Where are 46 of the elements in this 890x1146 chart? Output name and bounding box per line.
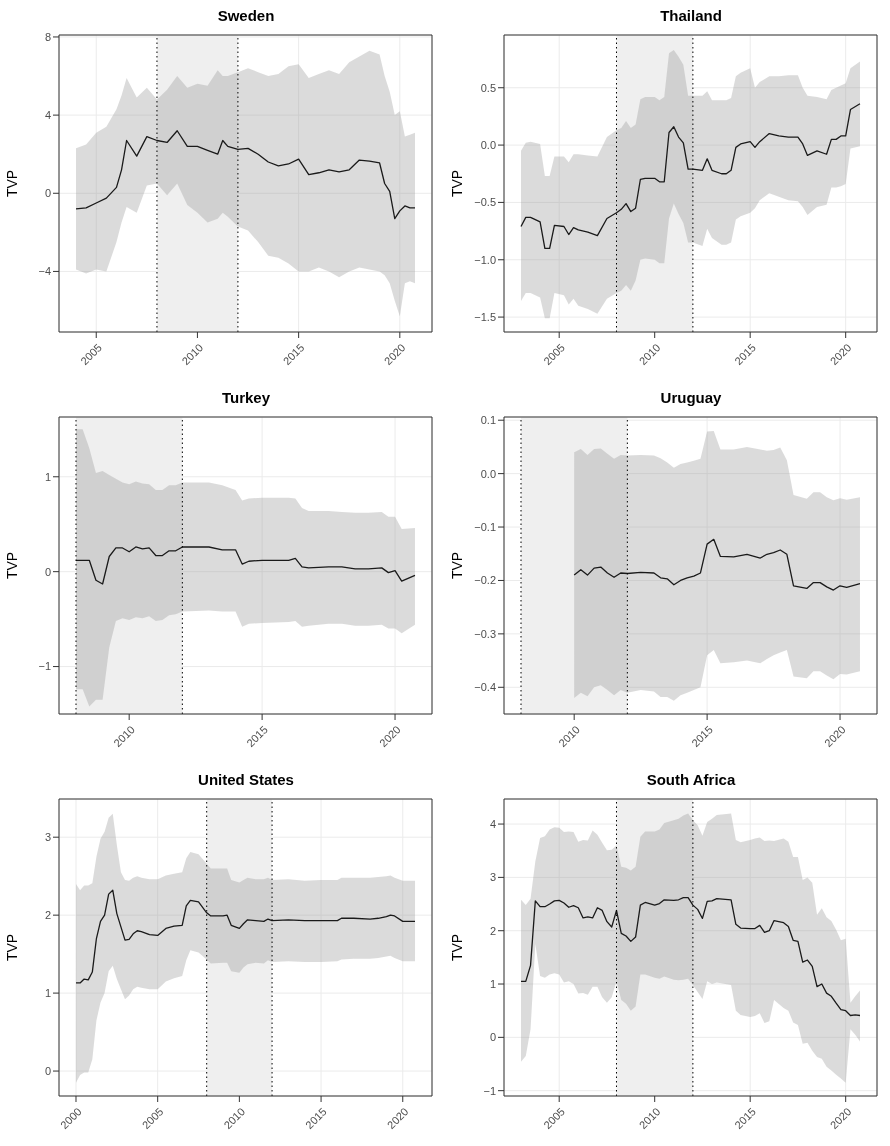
- chart-title: Uruguay: [659, 388, 723, 408]
- y-tick-label: 0: [489, 1031, 496, 1044]
- chart-title: United States: [197, 770, 295, 790]
- chart-title: South Africa: [645, 770, 737, 790]
- line-series: [75, 130, 416, 220]
- line-series: [75, 546, 416, 585]
- y-tick-label: 2: [44, 909, 51, 922]
- y-tick-label: −1: [483, 1084, 496, 1097]
- line-series: [573, 538, 861, 591]
- y-axis-title: TVP: [3, 169, 20, 198]
- y-tick-label: −0.2: [474, 574, 496, 587]
- y-axis-title: TVP: [448, 169, 465, 198]
- line-series: [520, 103, 861, 249]
- y-axis-title: TVP: [3, 933, 20, 962]
- y-tick-label: 0.1: [480, 414, 496, 427]
- y-axis-title: TVP: [448, 551, 465, 580]
- y-tick-label: 4: [44, 109, 51, 122]
- y-tick-label: −1: [38, 660, 51, 673]
- y-tick-label: 0: [44, 187, 51, 200]
- y-tick-label: 1: [44, 987, 51, 1000]
- y-tick-label: 0.0: [480, 467, 496, 480]
- y-tick-label: 3: [489, 871, 496, 884]
- y-tick-label: −0.5: [474, 196, 496, 209]
- line-series: [520, 897, 861, 1017]
- y-tick-label: −4: [38, 265, 51, 278]
- y-tick-label: 4: [489, 817, 496, 830]
- y-tick-label: 1: [489, 977, 496, 990]
- y-tick-label: −0.1: [474, 520, 496, 533]
- y-tick-label: 0.0: [480, 138, 496, 151]
- y-tick-label: −0.3: [474, 627, 496, 640]
- y-tick-label: −1.5: [474, 311, 496, 323]
- chart-title: Thailand: [659, 6, 723, 26]
- y-tick-label: 0: [44, 1064, 51, 1077]
- y-tick-label: 2: [489, 924, 496, 937]
- y-tick-label: −1.0: [474, 253, 496, 266]
- y-tick-label: 1: [44, 470, 51, 483]
- y-axis-title: TVP: [3, 551, 20, 580]
- y-tick-label: 0: [44, 565, 51, 578]
- chart-title: Turkey: [220, 388, 272, 408]
- line-series: [75, 889, 416, 984]
- y-tick-label: 8: [44, 30, 51, 43]
- y-tick-label: 3: [44, 831, 51, 844]
- chart-title: Sweden: [216, 6, 276, 26]
- y-tick-label: 0.5: [480, 81, 496, 94]
- y-axis-title: TVP: [448, 933, 465, 962]
- y-tick-label: −0.4: [474, 681, 496, 694]
